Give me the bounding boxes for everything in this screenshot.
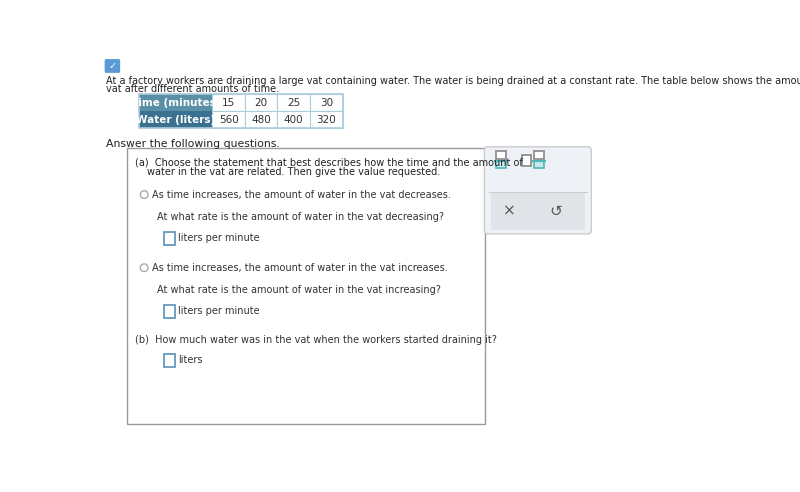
- Text: 320: 320: [317, 115, 336, 125]
- Bar: [496, 161, 506, 168]
- Text: 400: 400: [284, 115, 303, 125]
- FancyBboxPatch shape: [485, 147, 591, 234]
- Text: liters: liters: [178, 356, 202, 366]
- Text: 15: 15: [222, 98, 235, 108]
- Text: vat after different amounts of time.: vat after different amounts of time.: [106, 85, 279, 94]
- Bar: [310, 94, 342, 111]
- Bar: [534, 152, 544, 159]
- Bar: [278, 94, 310, 111]
- Bar: [138, 94, 212, 111]
- Bar: [534, 161, 544, 168]
- Text: liters per minute: liters per minute: [178, 306, 260, 316]
- Bar: [490, 192, 585, 230]
- Text: Time (minutes): Time (minutes): [131, 98, 220, 108]
- Text: ×: ×: [503, 204, 515, 218]
- Text: liters per minute: liters per minute: [178, 233, 260, 243]
- Bar: [138, 111, 212, 128]
- Bar: [278, 111, 310, 128]
- Text: ✓: ✓: [108, 61, 117, 71]
- Text: 25: 25: [287, 98, 300, 108]
- Text: Answer the following questions.: Answer the following questions.: [106, 139, 280, 149]
- Text: 480: 480: [251, 115, 271, 125]
- Bar: [164, 232, 175, 245]
- Text: (b)  How much water was in the vat when the workers started draining it?: (b) How much water was in the vat when t…: [135, 336, 497, 345]
- Bar: [164, 354, 175, 367]
- Text: ↺: ↺: [550, 204, 562, 218]
- Text: (a)  Choose the statement that best describes how the time and the amount of: (a) Choose the statement that best descr…: [135, 157, 522, 168]
- Text: As time increases, the amount of water in the vat increases.: As time increases, the amount of water i…: [152, 263, 448, 273]
- Text: 560: 560: [218, 115, 238, 125]
- Text: water in the vat are related. Then give the value requested.: water in the vat are related. Then give …: [147, 167, 441, 177]
- Text: 20: 20: [254, 98, 268, 108]
- Bar: [138, 94, 342, 128]
- Bar: [245, 111, 278, 128]
- Bar: [212, 94, 245, 111]
- Bar: [164, 305, 175, 318]
- Text: 30: 30: [320, 98, 333, 108]
- Bar: [127, 149, 485, 424]
- Bar: [496, 152, 506, 159]
- Bar: [212, 111, 245, 128]
- Bar: [245, 94, 278, 111]
- Text: At what rate is the amount of water in the vat decreasing?: At what rate is the amount of water in t…: [157, 212, 443, 221]
- Text: As time increases, the amount of water in the vat decreases.: As time increases, the amount of water i…: [152, 189, 451, 200]
- Bar: [310, 111, 342, 128]
- Text: At what rate is the amount of water in the vat increasing?: At what rate is the amount of water in t…: [157, 285, 441, 295]
- Text: Water (liters): Water (liters): [136, 115, 215, 125]
- FancyBboxPatch shape: [105, 59, 120, 73]
- Bar: [522, 155, 531, 166]
- Text: At a factory workers are draining a large vat containing water. The water is bei: At a factory workers are draining a larg…: [106, 76, 800, 86]
